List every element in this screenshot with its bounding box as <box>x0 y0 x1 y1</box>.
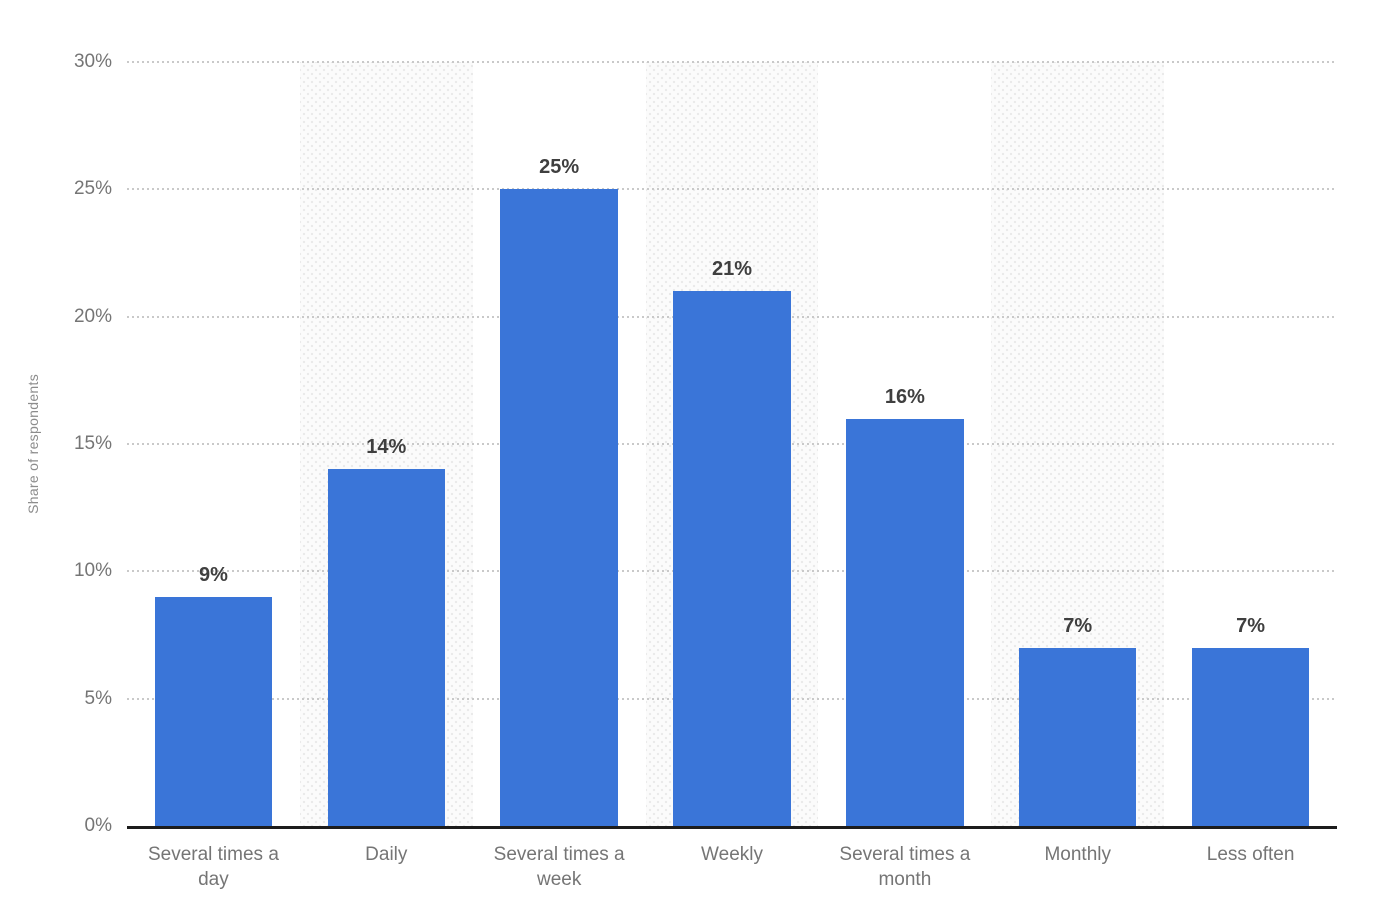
bar-value-label: 16% <box>884 385 925 408</box>
gridline <box>127 188 1337 191</box>
bar <box>846 418 964 826</box>
bar-value-label: 14% <box>366 436 407 459</box>
bar-column: 9% <box>127 62 300 826</box>
bar-column: 14% <box>300 62 473 826</box>
bar-column: 21% <box>646 62 819 826</box>
bar <box>1191 647 1310 826</box>
y-axis-ticks: 0% 5% 10% 15% 20% 25% 30% <box>0 51 112 836</box>
x-tick-label: Several times a month <box>839 844 971 890</box>
x-tick-label: Daily <box>365 844 408 865</box>
bar-column: 25% <box>473 62 646 826</box>
y-tick-label: 30% <box>73 51 112 72</box>
bar-value-label: 25% <box>539 156 580 179</box>
x-tick-label: Weekly <box>701 844 763 865</box>
bar <box>327 469 446 826</box>
y-tick-label: 10% <box>73 560 112 582</box>
bar-value-label: 9% <box>198 563 228 586</box>
x-tick-label: Several times a week <box>493 844 625 890</box>
bar-column: 16% <box>818 62 991 826</box>
plot-area: 9% 14% 25% 21% 16% 7% 7% <box>127 61 1337 829</box>
bar-column: 7% <box>1164 62 1337 826</box>
bar-column: 7% <box>991 62 1164 826</box>
bar <box>673 291 791 826</box>
x-tick-label: Monthly <box>1044 844 1111 865</box>
y-tick-label: 15% <box>73 433 112 454</box>
bar <box>500 189 618 826</box>
y-tick-label: 20% <box>73 305 112 327</box>
bar <box>154 596 273 826</box>
bar-value-label: 21% <box>711 258 753 281</box>
y-tick-label: 0% <box>84 815 112 836</box>
x-tick-label: Several times a day <box>147 844 279 890</box>
bar-columns: 9% 14% 25% 21% 16% 7% 7% <box>127 62 1337 826</box>
gridline <box>127 61 1337 63</box>
y-tick-label: 25% <box>73 178 112 200</box>
bar-value-label: 7% <box>1063 614 1093 637</box>
x-tick-label: Less often <box>1206 844 1295 865</box>
bar-value-label: 7% <box>1236 614 1266 637</box>
bar <box>1018 647 1137 826</box>
x-axis-labels: Several times a day Daily Several times a … <box>127 842 1337 892</box>
y-tick-label: 5% <box>84 687 112 709</box>
